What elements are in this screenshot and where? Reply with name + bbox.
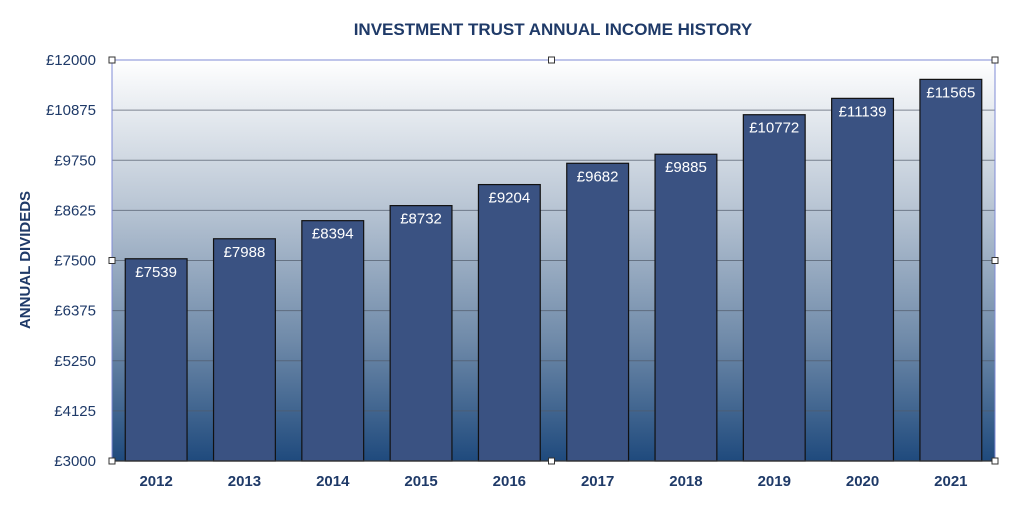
x-tick-label: 2015 bbox=[404, 473, 437, 490]
bar bbox=[477, 183, 541, 462]
y-tick-label: £4125 bbox=[54, 403, 96, 420]
x-tick-label: 2012 bbox=[139, 473, 172, 490]
data-labels: £7539 £7988 £8394 £8732 £9204 £9682 £9885 £1077… bbox=[135, 84, 975, 280]
bars bbox=[124, 78, 983, 462]
data-label: £11139 bbox=[839, 103, 887, 120]
resize-handle bbox=[991, 457, 999, 465]
bar bbox=[124, 258, 188, 462]
x-tick-label: 2018 bbox=[669, 473, 702, 490]
bar bbox=[831, 97, 895, 462]
data-label: £10772 bbox=[749, 120, 799, 137]
selection-frame bbox=[108, 56, 999, 465]
x-tick-label: 2013 bbox=[228, 473, 261, 490]
y-tick-label: £5250 bbox=[54, 353, 96, 370]
x-tick-label: 2017 bbox=[581, 473, 614, 490]
chart-title: INVESTMENT TRUST ANNUAL INCOME HISTORY bbox=[354, 20, 753, 39]
data-label: £9204 bbox=[488, 190, 530, 207]
resize-handle bbox=[548, 457, 555, 465]
y-tick-label: £10875 bbox=[46, 102, 96, 119]
resize-handle bbox=[108, 257, 116, 264]
y-tick-label: £9750 bbox=[54, 152, 96, 169]
x-axis-ticks: 2012 2013 2014 2015 2016 2017 2018 2019 2020 2021 bbox=[139, 473, 967, 490]
y-tick-label: £8625 bbox=[54, 202, 96, 219]
bar bbox=[301, 220, 365, 462]
bar bbox=[742, 114, 806, 462]
resize-handle bbox=[991, 257, 999, 264]
resize-handle bbox=[991, 56, 999, 64]
data-label: £7988 bbox=[224, 244, 266, 261]
y-axis-ticks: £3000 £4125 £5250 £6375 £7500 £8625 £9750 £1087… bbox=[46, 52, 96, 470]
bar bbox=[389, 205, 453, 462]
data-label: £7539 bbox=[135, 264, 177, 281]
bar bbox=[566, 162, 630, 462]
data-label: £9682 bbox=[577, 168, 619, 185]
y-tick-label: £12000 bbox=[46, 52, 96, 69]
data-label: £8732 bbox=[400, 211, 442, 228]
x-tick-label: 2019 bbox=[758, 473, 791, 490]
x-tick-label: 2020 bbox=[846, 473, 879, 490]
resize-handle bbox=[108, 457, 116, 465]
bar bbox=[919, 78, 983, 462]
x-tick-label: 2021 bbox=[934, 473, 967, 490]
y-tick-label: £7500 bbox=[54, 253, 96, 270]
bar bbox=[654, 153, 718, 462]
y-tick-label: £3000 bbox=[54, 453, 96, 470]
x-tick-label: 2014 bbox=[316, 473, 350, 490]
bar bbox=[212, 238, 276, 462]
data-label: £11565 bbox=[926, 84, 975, 101]
resize-handle bbox=[108, 56, 116, 64]
resize-handle bbox=[548, 56, 555, 64]
y-axis-label: ANNUAL DIVIDEDS bbox=[17, 191, 34, 329]
data-label: £8394 bbox=[312, 226, 354, 243]
x-tick-label: 2016 bbox=[493, 473, 526, 490]
y-tick-label: £6375 bbox=[54, 303, 96, 320]
data-label: £9885 bbox=[665, 159, 707, 176]
